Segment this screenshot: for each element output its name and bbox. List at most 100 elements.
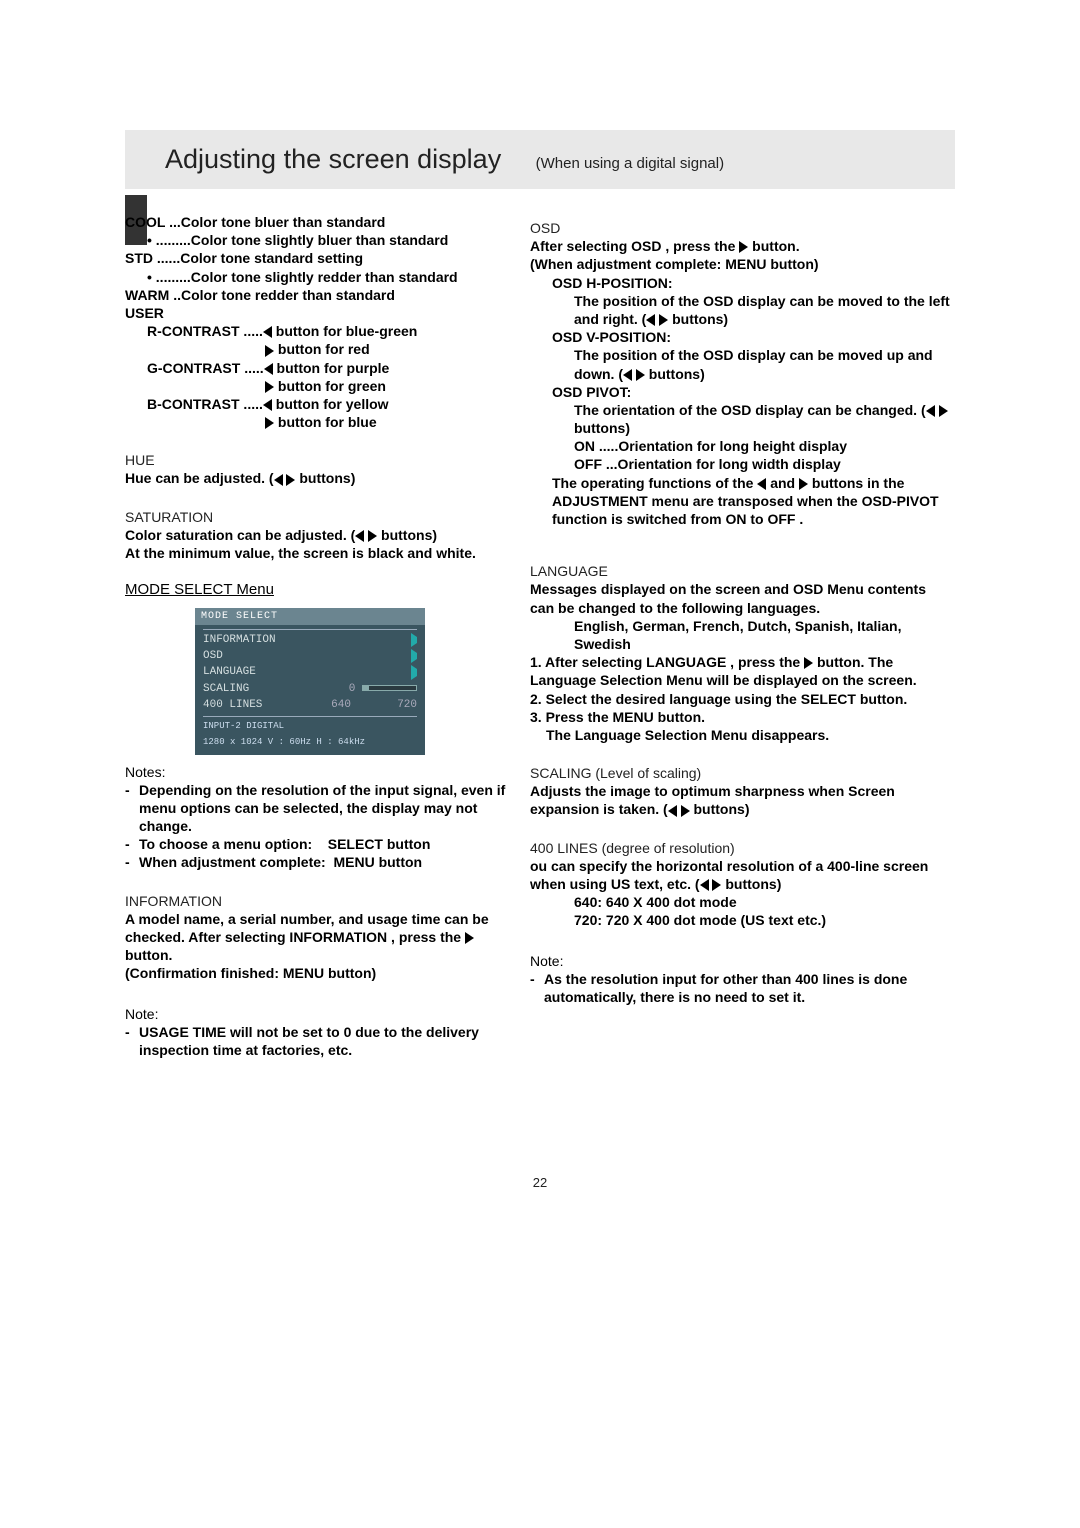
std-line: STD ......Color tone standard setting: [125, 249, 520, 267]
left-arrow-icon: [700, 879, 709, 891]
right-arrow-icon: [799, 478, 808, 490]
g-contrast-green-row: button for green: [125, 377, 520, 395]
information-heading: INFORMATION: [125, 892, 520, 910]
right-arrow-icon: [804, 657, 813, 669]
osd-slider: [362, 685, 417, 691]
osd-row-scaling: SCALING: [203, 682, 249, 696]
saturation-text2: At the minimum value, the screen is blac…: [125, 544, 520, 562]
right-arrow-icon: [411, 649, 417, 663]
note-4: - USAGE TIME will not be set to 0 due to…: [125, 1023, 520, 1059]
left-arrow-icon: [263, 399, 272, 411]
osd-heading: OSD: [530, 219, 950, 237]
cool-dot-line: • .........Color tone slightly bluer tha…: [125, 231, 520, 249]
std-dot-line: • .........Color tone slightly redder th…: [125, 268, 520, 286]
information-text2: (Confirmation finished: MENU button): [125, 964, 520, 982]
400lines-text: ou can specify the horizontal resolution…: [530, 857, 950, 893]
400lines-720: 720: 720 X 400 dot mode (US text etc.): [530, 911, 950, 929]
r-contrast-red: button for red: [274, 341, 370, 357]
user-line: USER: [125, 304, 520, 322]
osd-menu-preview: MODE SELECT INFORMATION OSD LANGUAGE SCA…: [195, 608, 425, 755]
note-3: -When adjustment complete: MENU button: [125, 853, 520, 871]
right-arrow-icon: [368, 530, 377, 542]
osd-header: MODE SELECT: [195, 608, 425, 625]
g-contrast-green: button for green: [274, 378, 386, 394]
b-contrast-blue-row: button for blue: [125, 413, 520, 431]
language-step2: 2. Select the desired language using the…: [530, 690, 950, 708]
pivot-heading: OSD PIVOT:: [530, 383, 950, 401]
page-content: Adjusting the screen display (When using…: [125, 130, 955, 1059]
right-column: OSD After selecting OSD , press the butt…: [530, 213, 950, 1059]
r-contrast-red-row: button for red: [125, 340, 520, 358]
left-arrow-icon: [646, 314, 655, 326]
note-2: -To choose a menu option: SELECT button: [125, 835, 520, 853]
osd-line2: (When adjustment complete: MENU button): [530, 255, 950, 273]
information-text: A model name, a serial number, and usage…: [125, 910, 520, 965]
r-contrast-blue: button for blue-green: [272, 323, 417, 339]
title-bar: Adjusting the screen display (When using…: [125, 130, 955, 189]
left-arrow-icon: [263, 326, 272, 338]
hpos-heading: OSD H-POSITION:: [530, 274, 950, 292]
left-arrow-icon: [355, 530, 364, 542]
right-arrow-icon: [939, 405, 948, 417]
b-contrast-yellow: button for yellow: [272, 396, 389, 412]
400lines-640: 640: 640 X 400 dot mode: [530, 893, 950, 911]
vpos-heading: OSD V-POSITION:: [530, 328, 950, 346]
right-arrow-icon: [659, 314, 668, 326]
warm-line: WARM ..Color tone redder than standard: [125, 286, 520, 304]
g-contrast-label: G-CONTRAST .....: [147, 360, 264, 376]
right-arrow-icon: [411, 665, 417, 679]
osd-row-information: INFORMATION: [203, 633, 276, 647]
osd-footer1: INPUT-2 DIGITAL: [203, 721, 417, 733]
pivot-note: The operating functions of the and butto…: [530, 474, 950, 529]
page-number: 22: [0, 1175, 1080, 1190]
osd-row-400lines: 400 LINES: [203, 698, 262, 712]
language-text: Messages displayed on the screen and OSD…: [530, 580, 950, 616]
r-contrast-row: R-CONTRAST ..... button for blue-green: [125, 322, 520, 340]
g-contrast-row: G-CONTRAST ..... button for purple: [125, 359, 520, 377]
right-arrow-icon: [265, 381, 274, 393]
language-list: English, German, French, Dutch, Spanish,…: [530, 617, 950, 653]
left-arrow-icon: [274, 474, 283, 486]
note-heading2: Note:: [125, 1005, 520, 1023]
pivot-off: OFF ...Orientation for long width displa…: [530, 455, 950, 473]
left-arrow-icon: [757, 478, 766, 490]
osd-footer2: 1280 x 1024 V : 60Hz H : 64kHz: [203, 737, 417, 749]
hpos-text: The position of the OSD display can be m…: [530, 292, 950, 328]
notes-heading: Notes:: [125, 763, 520, 781]
left-arrow-icon: [623, 369, 632, 381]
language-step1: 1. After selecting LANGUAGE , press the …: [530, 653, 950, 689]
g-contrast-purple: button for purple: [273, 360, 390, 376]
b-contrast-blue: button for blue: [274, 414, 377, 430]
scaling-heading: SCALING (Level of scaling): [530, 764, 950, 782]
page-subtitle: (When using a digital signal): [536, 155, 724, 172]
b-contrast-label: B-CONTRAST .....: [147, 396, 263, 412]
note-r: -As the resolution input for other than …: [530, 970, 950, 1006]
page-title: Adjusting the screen display: [165, 144, 501, 174]
left-arrow-icon: [926, 405, 935, 417]
right-arrow-icon: [681, 805, 690, 817]
scaling-text: Adjusts the image to optimum sharpness w…: [530, 782, 950, 818]
right-arrow-icon: [265, 417, 274, 429]
osd-row-language: LANGUAGE: [203, 665, 256, 679]
b-contrast-row: B-CONTRAST ..... button for yellow: [125, 395, 520, 413]
right-arrow-icon: [265, 345, 274, 357]
left-column: COOL ...Color tone bluer than standard •…: [125, 213, 520, 1059]
right-arrow-icon: [411, 633, 417, 647]
note-heading-r: Note:: [530, 952, 950, 970]
left-arrow-icon: [264, 363, 273, 375]
vpos-text: The position of the OSD display can be m…: [530, 346, 950, 382]
saturation-heading: SATURATION: [125, 508, 520, 526]
osd-line1: After selecting OSD , press the button.: [530, 237, 950, 255]
hue-text: Hue can be adjusted. ( buttons): [125, 469, 520, 487]
left-arrow-icon: [668, 805, 677, 817]
r-contrast-label: R-CONTRAST .....: [147, 323, 263, 339]
mode-select-heading: MODE SELECT Menu: [125, 580, 520, 600]
language-heading: LANGUAGE: [530, 562, 950, 580]
right-arrow-icon: [465, 932, 474, 944]
400lines-heading: 400 LINES (degree of resolution): [530, 839, 950, 857]
cool-line: COOL ...Color tone bluer than standard: [125, 213, 520, 231]
right-arrow-icon: [739, 241, 748, 253]
pivot-on: ON .....Orientation for long height disp…: [530, 437, 950, 455]
pivot-text: The orientation of the OSD display can b…: [530, 401, 950, 437]
osd-row-osd: OSD: [203, 649, 223, 663]
